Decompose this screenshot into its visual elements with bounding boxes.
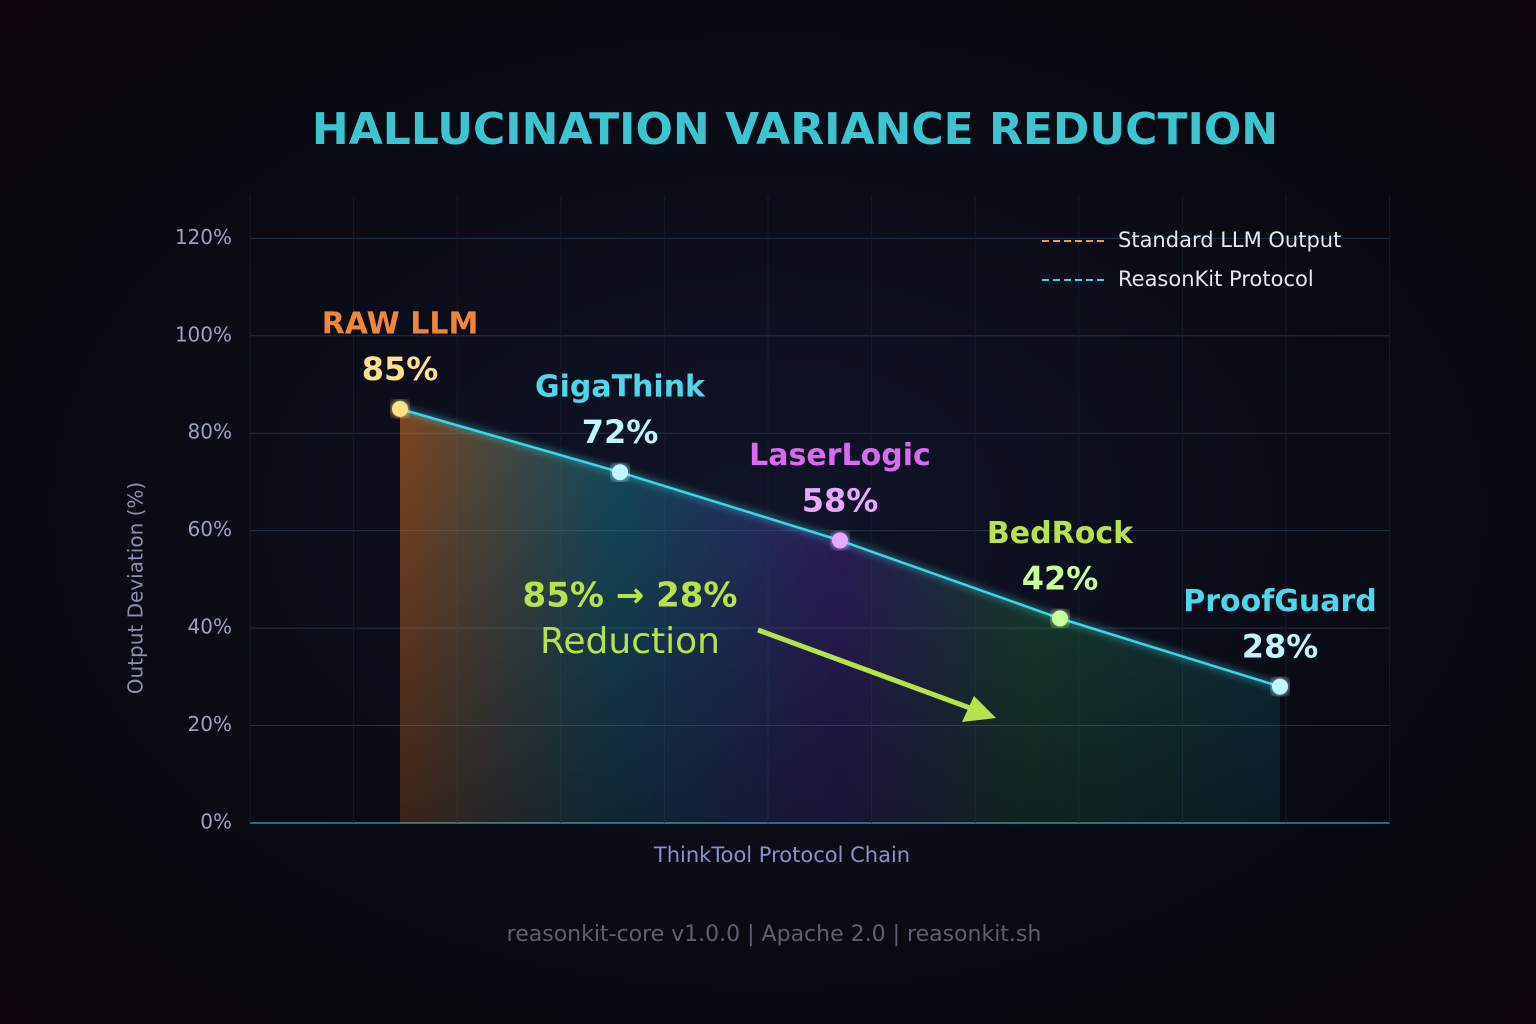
data-point	[1052, 610, 1068, 627]
category-label: LaserLogic	[749, 438, 931, 473]
category-label: ProofGuard	[1183, 584, 1377, 619]
category-label: RAW LLM	[322, 306, 479, 341]
y-tick-label: 40%	[188, 615, 232, 639]
data-label: 72%	[582, 413, 659, 451]
connector	[399, 407, 621, 474]
arrow	[757, 627, 971, 711]
legend-label: ReasonKit Protocol	[1118, 267, 1314, 291]
category-label: GigaThink	[535, 370, 706, 405]
y-tick-label: 120%	[175, 225, 232, 249]
data-label: 42%	[1022, 559, 1099, 597]
annotation: 85% → 28%	[523, 576, 738, 616]
data-label: 58%	[802, 481, 879, 519]
data-point	[832, 532, 848, 549]
chart-title: HALLUCINATION VARIANCE REDUCTION	[312, 104, 1278, 155]
y-axis-label: Output Deviation (%)	[124, 482, 148, 694]
data-point	[1272, 678, 1288, 695]
arrow-head	[962, 696, 996, 722]
y-tick-label: 60%	[188, 517, 232, 541]
data-label: 85%	[362, 350, 439, 388]
legend-label: Standard LLM Output	[1118, 228, 1341, 252]
area	[400, 408, 1280, 823]
series-line	[619, 471, 1281, 688]
y-tick-label: 100%	[175, 322, 232, 346]
category-label: BedRock	[987, 516, 1134, 551]
x-axis-label: ThinkTool Protocol Chain	[653, 843, 910, 867]
y-tick-label: 80%	[188, 420, 232, 444]
annotation: Reduction	[540, 621, 720, 662]
data-point	[612, 464, 628, 481]
y-tick-label: 0%	[200, 810, 232, 834]
data-label: 28%	[1242, 628, 1319, 666]
data-point	[392, 400, 408, 417]
footer: reasonkit-core v1.0.0 | Apache 2.0 | rea…	[507, 922, 1042, 947]
y-tick-label: 20%	[188, 712, 232, 736]
